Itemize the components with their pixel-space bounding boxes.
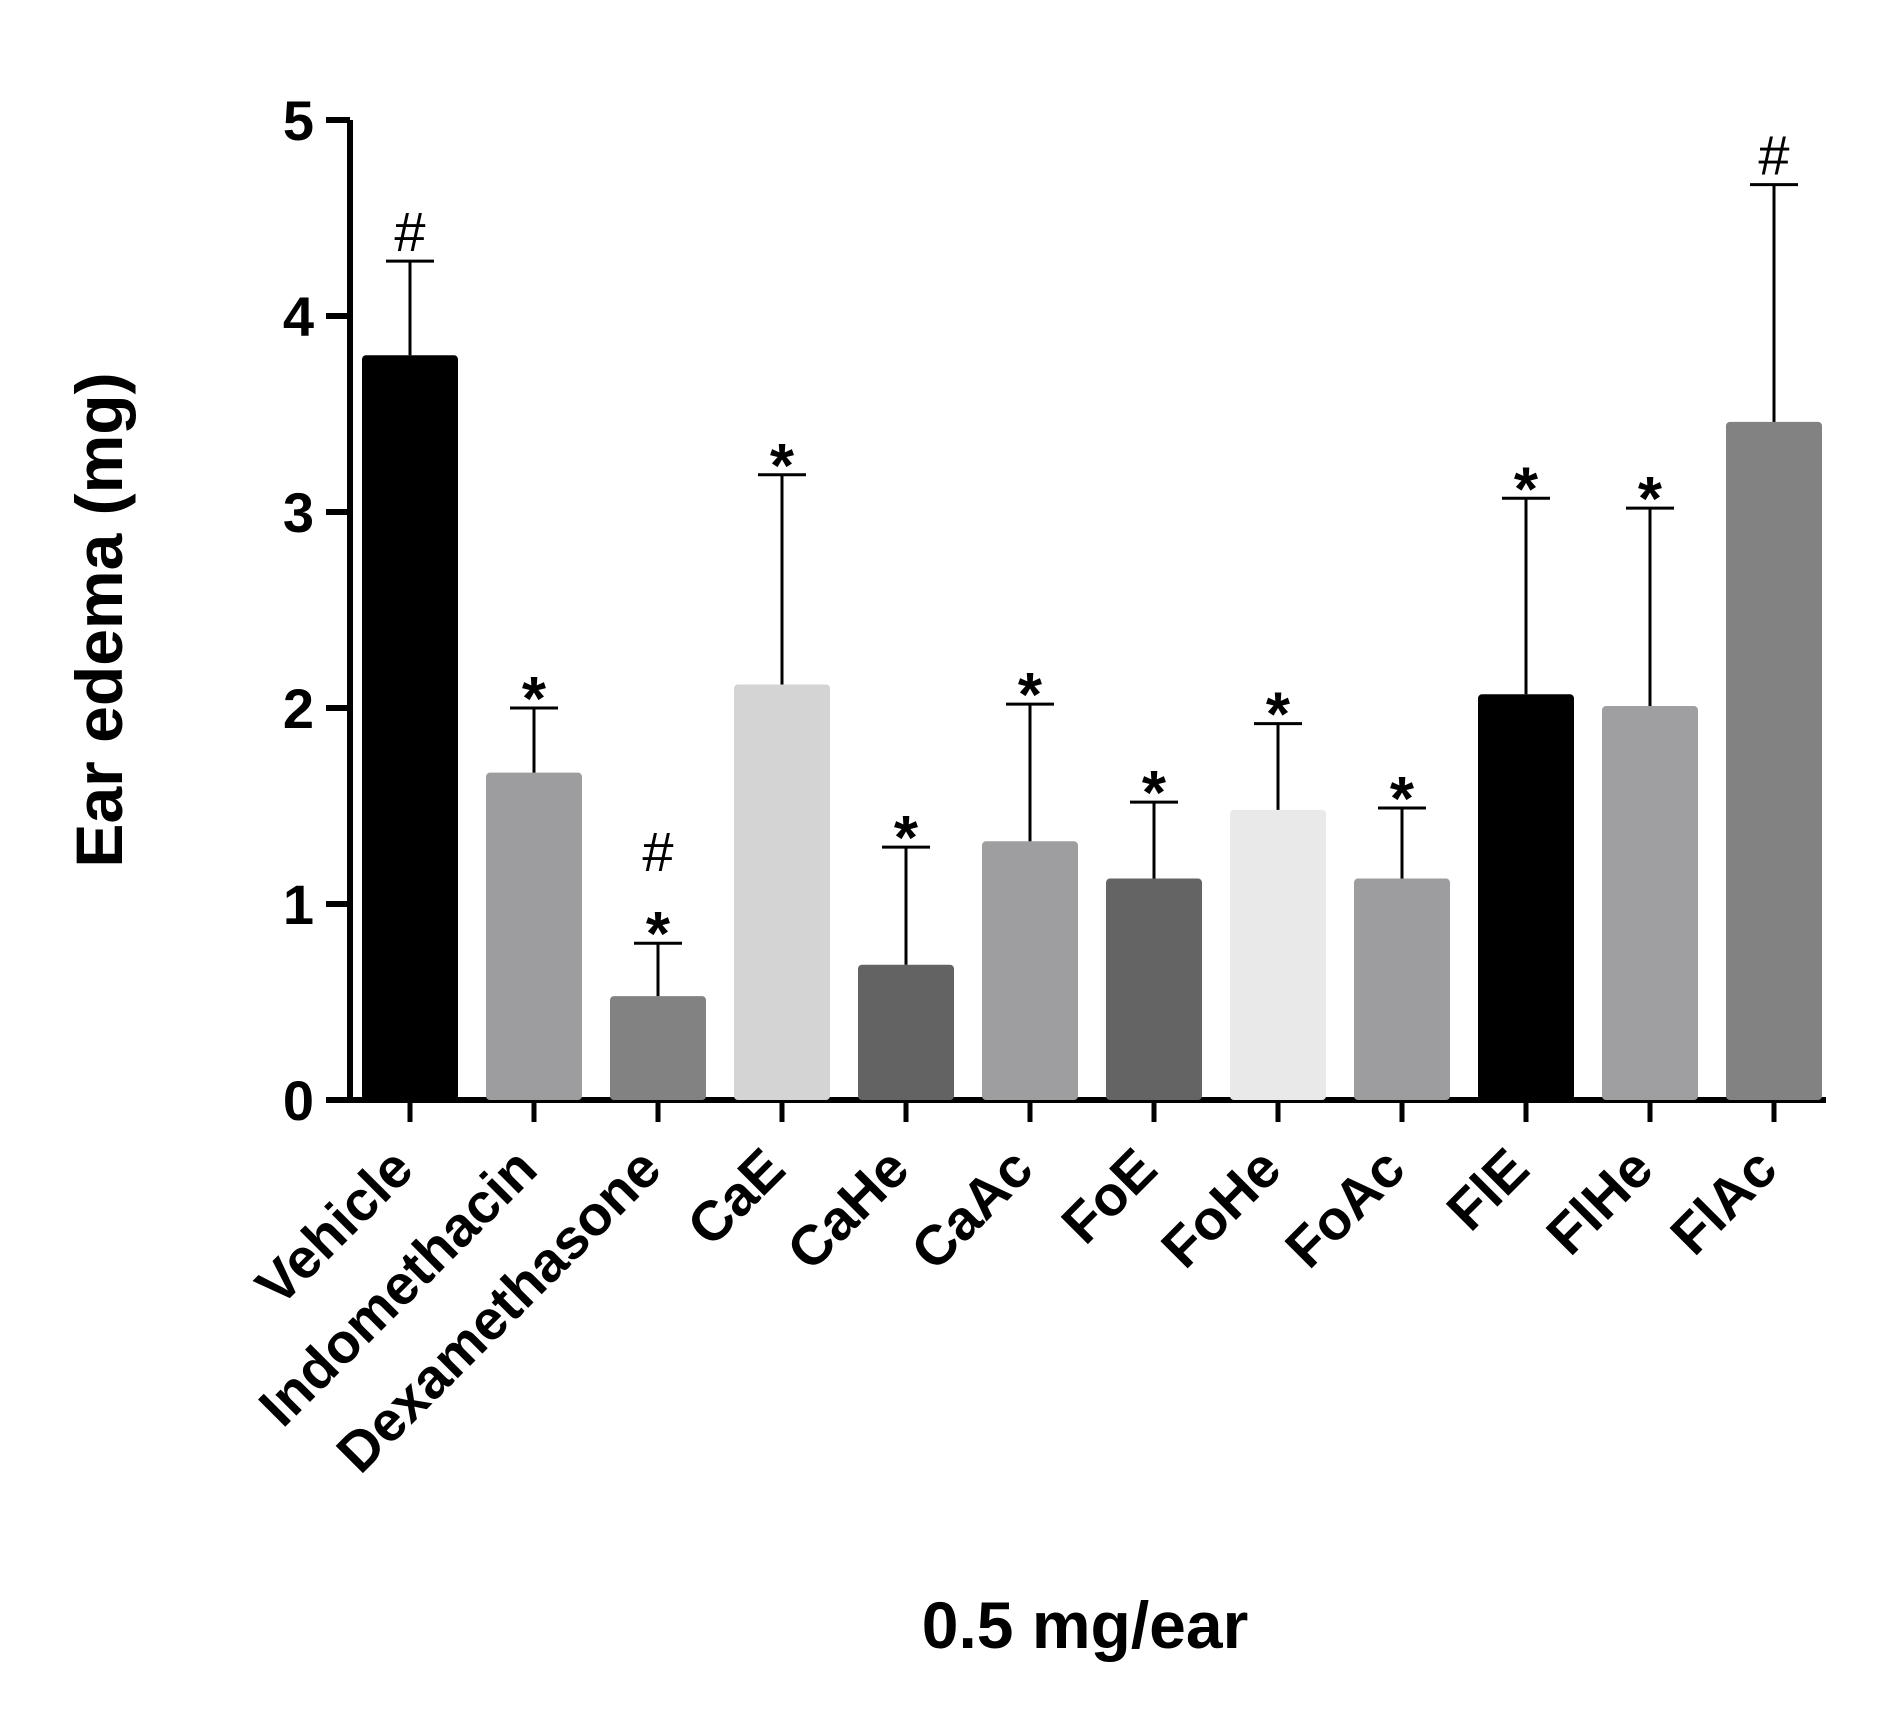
x-axis-title: 0.5 mg/ear — [922, 1588, 1249, 1662]
x-category-label: CaHe — [775, 1136, 921, 1282]
significance-star: * — [770, 432, 795, 501]
y-tick-label: 2 — [283, 677, 314, 740]
bar-flhe — [1602, 706, 1698, 1100]
bar-fohe — [1230, 809, 1326, 1100]
significance-star: * — [1266, 681, 1291, 750]
x-category-label: FoHe — [1149, 1136, 1293, 1280]
significance-hash: # — [1758, 124, 1789, 187]
axes — [347, 120, 1826, 1103]
bar-flac — [1726, 421, 1822, 1101]
significance-star: * — [1638, 465, 1663, 534]
significance-markers: # * * # * * * * * * * * # — [394, 124, 1789, 970]
significance-star: * — [1018, 661, 1043, 730]
significance-hash: # — [642, 820, 673, 883]
x-category-label: FoAc — [1273, 1136, 1417, 1280]
bars — [362, 355, 1822, 1101]
y-ticks: 0 1 2 3 4 5 — [283, 89, 350, 1132]
bar-foe — [1106, 878, 1202, 1100]
x-category-label: FlHe — [1534, 1136, 1664, 1266]
bar-cae — [734, 684, 830, 1100]
significance-star: * — [894, 804, 919, 873]
bar-foac — [1354, 878, 1450, 1100]
y-axis-title: Ear edema (mg) — [62, 372, 136, 867]
x-category-label: FlAc — [1658, 1136, 1788, 1266]
significance-hash: # — [394, 200, 425, 263]
bar-caac — [982, 841, 1078, 1100]
bar-fle — [1478, 694, 1574, 1100]
x-category-label: CaAc — [899, 1136, 1045, 1282]
y-tick-label: 5 — [283, 89, 314, 152]
significance-star: * — [646, 900, 671, 969]
y-tick-label: 0 — [283, 1069, 314, 1132]
error-bars — [386, 183, 1798, 997]
significance-star: * — [1142, 759, 1167, 828]
bar-cahe — [858, 964, 954, 1100]
y-tick-label: 3 — [283, 481, 314, 544]
bar-dexamethasone — [610, 996, 706, 1100]
y-tick-label: 1 — [283, 873, 314, 936]
significance-star: * — [1514, 455, 1539, 524]
significance-star: * — [522, 665, 547, 734]
significance-star: * — [1390, 765, 1415, 834]
x-category-label: FlE — [1434, 1136, 1540, 1242]
y-tick-label: 4 — [283, 285, 314, 348]
bar-indomethacin — [486, 772, 582, 1100]
bar-vehicle — [362, 355, 458, 1100]
